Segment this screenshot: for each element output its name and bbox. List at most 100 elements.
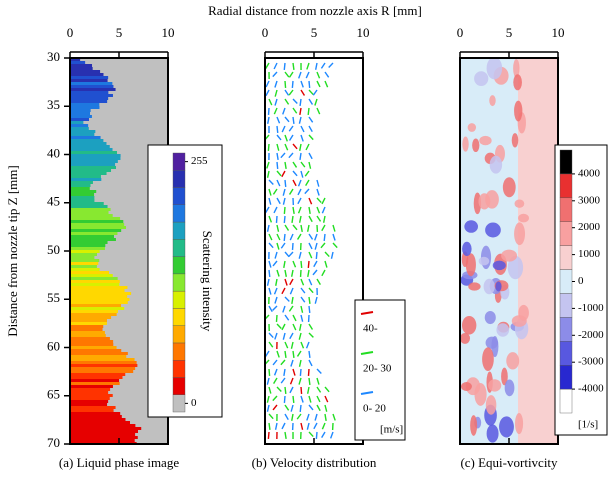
vector-arrow: [309, 126, 312, 132]
legend-unit: [m/s]: [380, 424, 403, 436]
vector-arrow: [317, 180, 319, 187]
colorbar-tick-label: -1000: [578, 302, 604, 314]
vector-arrow: [317, 369, 321, 373]
spray-region: [70, 370, 133, 373]
spray-region: [70, 379, 119, 382]
vector-arrow: [269, 333, 273, 338]
vector-arrow: [333, 225, 335, 232]
spray-region: [70, 316, 111, 319]
vortex-blob: [468, 282, 480, 290]
vector-arrow: [269, 423, 270, 430]
spray-region: [70, 418, 125, 421]
vector-arrow: [309, 279, 312, 285]
vector-arrow: [284, 63, 285, 70]
spray-region: [70, 85, 113, 88]
vector-arrow: [299, 180, 301, 186]
vector-arrow: [307, 342, 309, 348]
spray-region: [70, 61, 85, 64]
vector-arrow: [317, 108, 320, 114]
spray-region: [70, 385, 113, 388]
vector-arrow: [285, 279, 287, 285]
vector-arrow: [290, 279, 293, 285]
spray-region: [70, 241, 108, 244]
vector-arrow: [317, 279, 320, 285]
spray-region: [70, 277, 118, 280]
spray-region: [70, 232, 117, 235]
y-tick-label: 55: [47, 290, 60, 305]
vector-arrow: [293, 351, 294, 358]
vector-arrow: [289, 126, 293, 131]
vector-arrow: [275, 252, 277, 259]
spray-region: [70, 352, 128, 355]
spray-region: [70, 283, 119, 286]
spray-region: [70, 94, 113, 97]
vector-arrow: [293, 369, 295, 376]
vector-arrow: [285, 144, 288, 150]
vector-arrow: [299, 72, 301, 78]
vector-arrow: [289, 90, 293, 95]
spray-region: [70, 250, 100, 253]
spray-region: [70, 439, 135, 442]
vector-arrow: [322, 225, 325, 231]
spray-region: [70, 295, 127, 298]
vector-arrow: [266, 81, 269, 87]
vector-arrow: [284, 216, 285, 223]
vector-arrow: [273, 261, 277, 266]
spray-region: [70, 307, 124, 310]
colorbar-segment: [173, 291, 185, 308]
spray-region: [70, 199, 94, 202]
vector-arrow: [268, 117, 269, 124]
vector-arrow: [292, 297, 293, 304]
spray-region: [70, 337, 110, 340]
colorbar-segment: [560, 341, 572, 365]
vector-arrow: [277, 162, 278, 169]
spray-region: [70, 106, 99, 109]
vector-arrow: [317, 207, 319, 213]
spray-region: [70, 403, 107, 406]
colorbar-segment: [173, 257, 185, 274]
colorbar-segment: [173, 153, 185, 170]
colorbar-tick-label: 255: [191, 155, 208, 167]
vector-arrow: [274, 207, 277, 213]
vector-arrow: [308, 261, 309, 268]
vector-arrow: [268, 432, 269, 439]
spray-region: [70, 193, 94, 196]
vector-arrow: [273, 72, 277, 77]
spray-region: [70, 178, 101, 181]
vector-arrow: [285, 162, 286, 169]
spray-region: [70, 334, 106, 337]
vortex-blob: [461, 382, 472, 391]
vector-arrow: [314, 261, 317, 267]
vector-arrow: [301, 423, 303, 430]
vector-arrow: [277, 135, 281, 140]
spray-region: [70, 436, 138, 439]
vector-arrow: [325, 387, 329, 392]
colorbar-label: Scattering intensity: [200, 231, 215, 332]
vector-arrow: [269, 288, 271, 295]
vector-arrow: [301, 261, 302, 268]
vector-arrow: [301, 342, 303, 348]
spray-region: [70, 397, 110, 400]
vector-arrow: [309, 234, 313, 239]
vector-arrow: [325, 81, 328, 87]
spray-region: [70, 265, 97, 268]
vortex-blob: [468, 123, 476, 132]
vector-arrow: [277, 387, 281, 391]
vector-arrow: [275, 369, 277, 375]
spray-region: [70, 358, 135, 361]
vector-arrow: [309, 216, 312, 222]
spray-region: [70, 160, 118, 163]
y-tick-label: 30: [47, 49, 60, 64]
x-tick-label: 5: [311, 25, 318, 40]
y-tick-label: 45: [47, 194, 60, 209]
vector-arrow: [293, 63, 294, 70]
vector-arrow: [308, 369, 309, 376]
vector-arrow: [285, 81, 286, 88]
vortex-blob: [493, 261, 506, 271]
vector-arrow: [293, 99, 297, 104]
vector-arrow: [268, 279, 269, 286]
vector-arrow: [309, 90, 313, 95]
spray-region: [70, 181, 93, 184]
vector-arrow: [299, 378, 301, 385]
vector-arrow: [285, 405, 289, 410]
